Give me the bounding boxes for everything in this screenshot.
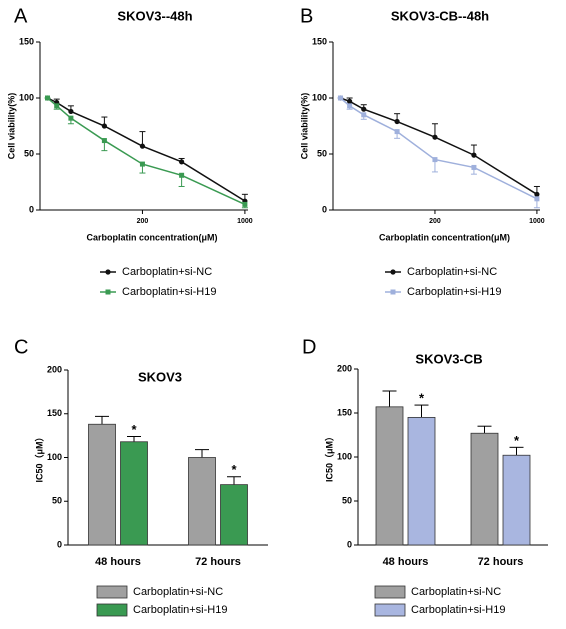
y-tick-label: 0 [322, 204, 327, 214]
significance-mark: * [131, 422, 137, 437]
y-tick-label: 50 [24, 148, 34, 158]
significance-mark: * [231, 462, 237, 477]
y-axis-title: IC50（μM） [324, 432, 334, 482]
panel-letter: A [14, 5, 28, 27]
y-tick-label: 100 [337, 451, 352, 461]
y-tick-label: 100 [19, 92, 34, 102]
marker [68, 108, 74, 115]
y-axis-title: Cell viability(%) [6, 93, 16, 160]
x-tick-label: 72 hours [478, 556, 524, 568]
legend-label: Carboplatin+si-H19 [411, 604, 505, 616]
x-tick-label: 72 hours [195, 556, 241, 568]
legend-marker [105, 289, 111, 295]
x-axis-title: Carboplatin concentration(μM) [86, 232, 217, 242]
legend-label: Carboplatin+si-NC [133, 586, 223, 598]
y-tick-label: 50 [342, 495, 352, 505]
y-axis-title: Cell viability(%) [299, 93, 309, 160]
y-tick-label: 50 [317, 148, 327, 158]
marker [139, 161, 145, 167]
marker [101, 138, 107, 144]
y-tick-label: 150 [312, 36, 327, 46]
marker [534, 191, 540, 197]
marker [394, 118, 400, 125]
bar [120, 441, 148, 546]
marker [471, 152, 477, 158]
x-tick-label: 48 hours [95, 556, 141, 568]
bar [88, 423, 116, 546]
x-tick-label: 48 hours [383, 556, 429, 568]
marker [179, 172, 185, 178]
legend-swatch [96, 603, 128, 617]
marker [394, 129, 400, 135]
series-line [47, 97, 246, 202]
y-tick-label: 100 [312, 92, 327, 102]
series-line [340, 97, 538, 195]
marker [347, 98, 353, 104]
marker [179, 159, 185, 165]
legend-label: Carboplatin+si-NC [411, 586, 501, 598]
marker [432, 134, 438, 140]
marker [44, 95, 50, 101]
y-axis-title: IC50（μM） [34, 432, 44, 482]
marker [432, 157, 438, 163]
chart-title: SKOV3 [138, 369, 182, 384]
y-tick-label: 0 [57, 539, 62, 549]
bar [470, 432, 499, 546]
legend-label: Carboplatin+si-H19 [133, 604, 227, 616]
chart-title: SKOV3-CB [415, 351, 482, 366]
marker [101, 123, 107, 129]
x-tick-label: 200 [429, 218, 441, 225]
x-tick-label: 1000 [529, 218, 545, 225]
series-line [339, 97, 538, 200]
y-tick-label: 150 [19, 36, 34, 46]
legend-swatch [96, 585, 128, 599]
y-tick-label: 50 [52, 496, 62, 506]
legend-marker [105, 269, 111, 275]
legend-swatch [374, 603, 406, 617]
y-tick-label: 200 [337, 363, 352, 373]
legend-marker [390, 269, 396, 275]
bar [407, 416, 436, 546]
marker [534, 196, 540, 202]
marker [139, 143, 146, 149]
marker [337, 95, 343, 101]
chart-title: SKOV3-CB--48h [391, 8, 489, 23]
x-axis-title: Carboplatin concentration(μM) [379, 232, 510, 242]
y-tick-label: 100 [47, 452, 62, 462]
marker [54, 103, 60, 109]
legend-marker [390, 289, 396, 295]
panel-letter: D [302, 336, 316, 358]
marker [68, 115, 74, 121]
panel-letter: B [300, 5, 313, 27]
panel-letter: C [14, 336, 28, 358]
bar [502, 454, 531, 546]
bar [220, 484, 248, 546]
legend-label: Carboplatin+si-NC [122, 266, 212, 278]
bar [188, 457, 216, 546]
x-tick-label: 200 [137, 218, 149, 225]
bar [375, 406, 404, 546]
marker [361, 112, 367, 118]
marker [242, 201, 248, 207]
marker [471, 164, 477, 170]
legend-label: Carboplatin+si-NC [407, 266, 497, 278]
y-tick-label: 150 [337, 407, 352, 417]
chart-title: SKOV3--48h [117, 8, 192, 23]
y-tick-label: 150 [47, 408, 62, 418]
y-tick-label: 0 [347, 539, 352, 549]
legend-swatch [374, 585, 406, 599]
y-tick-label: 200 [47, 364, 62, 374]
significance-mark: * [419, 391, 425, 406]
marker [361, 106, 367, 112]
x-tick-label: 1000 [237, 218, 253, 225]
marker [347, 103, 353, 109]
significance-mark: * [514, 433, 520, 448]
legend-label: Carboplatin+si-H19 [122, 286, 216, 298]
y-tick-label: 0 [29, 204, 34, 214]
legend-label: Carboplatin+si-H19 [407, 286, 501, 298]
